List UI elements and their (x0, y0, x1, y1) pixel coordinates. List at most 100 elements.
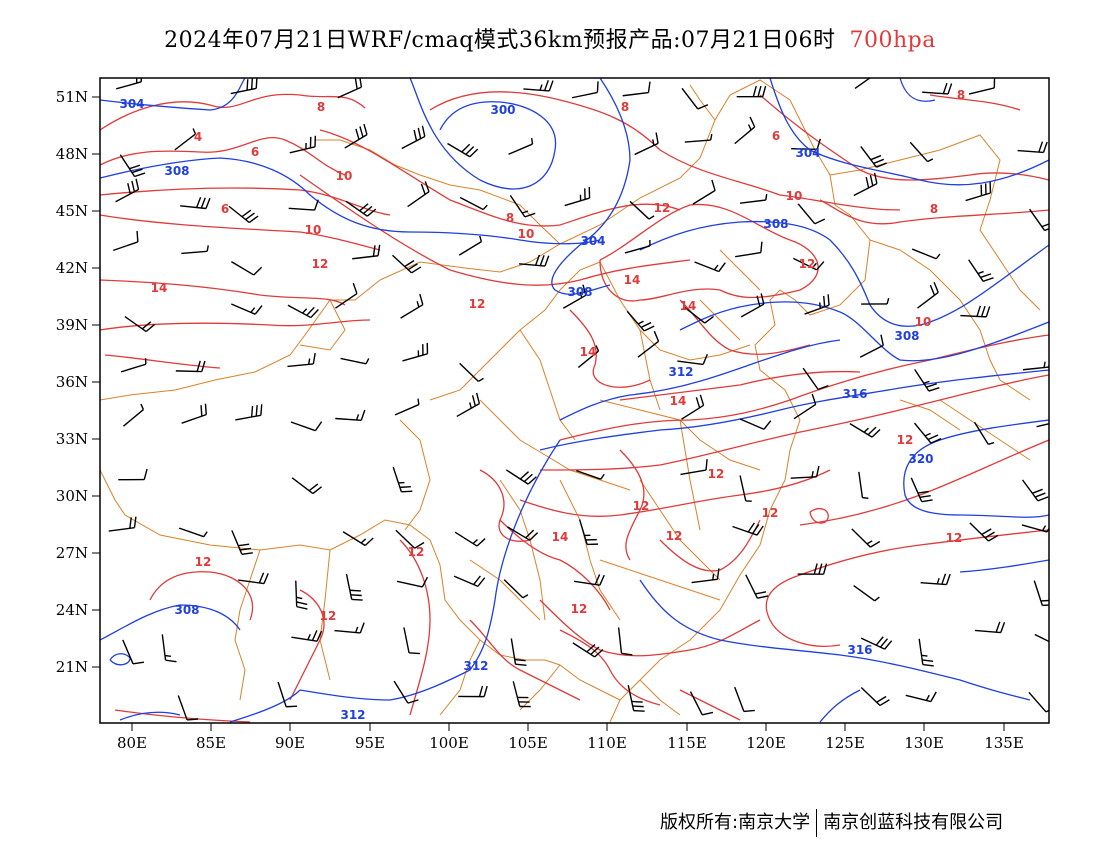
wind-barb (288, 199, 319, 211)
wind-barb (512, 681, 531, 708)
temp-label: 12 (312, 257, 329, 271)
wind-barb (858, 471, 869, 500)
lon-label: 80E (117, 734, 147, 752)
height-label: 304 (119, 97, 144, 111)
wind-barb (345, 200, 377, 217)
wind-barb (287, 304, 319, 319)
pressure-level-label: 700hpa (849, 28, 936, 53)
wind-barb (622, 81, 651, 97)
temp-label: 12 (946, 531, 963, 545)
wind-barb (745, 574, 769, 599)
temp-label: 12 (897, 433, 914, 447)
wind-barb (922, 82, 953, 95)
wind-barb (175, 360, 206, 373)
wind-barb (393, 680, 419, 704)
wind-barb (689, 691, 714, 716)
wind-barb (797, 203, 826, 225)
wind-barb (337, 78, 363, 99)
wind-barb (181, 403, 207, 424)
wind-barb (802, 367, 829, 391)
wind-barb (626, 310, 655, 332)
wind-barb (113, 230, 139, 252)
lat-label: 42N (56, 259, 88, 277)
wind-barb (853, 585, 880, 602)
wind-barb (576, 469, 605, 480)
wind-barb (287, 352, 316, 368)
wind-barb (458, 235, 483, 256)
wind-barb (854, 78, 872, 90)
wind-barb (577, 345, 600, 369)
lon-label: 115E (667, 734, 707, 752)
temperature-labels: 4 8 6 8 10 6 8 10 10 12 12 14 12 14 14 1… (151, 88, 966, 623)
height-label: 308 (763, 217, 788, 231)
wind-barb (572, 642, 604, 658)
wind-barb (394, 398, 420, 416)
wind-barb (562, 284, 587, 309)
wind-barb (340, 357, 370, 365)
china-border (100, 79, 871, 723)
wind-barb (290, 421, 323, 432)
wind-barb (853, 172, 878, 197)
height-labels: 304 300 308 304 308 304 308 308 312 316 … (119, 97, 933, 722)
wind-barb (578, 519, 599, 546)
wind-barb (1021, 479, 1049, 502)
wind-barb (352, 244, 381, 260)
wind-barb (684, 133, 713, 143)
lon-label: 110E (587, 734, 627, 752)
wind-barb (860, 686, 890, 707)
wind-barb (735, 241, 763, 258)
wind-barb (629, 200, 655, 220)
wind-barb (119, 154, 146, 178)
wind-barb (917, 281, 939, 309)
copyright-company: 南京创蓝科技有限公司 (823, 812, 1004, 833)
wind-barbs-layer (108, 78, 1049, 721)
wind-barb (123, 403, 145, 427)
temp-label: 10 (305, 223, 322, 237)
lon-label: 100E (429, 734, 469, 752)
height-label: 316 (842, 387, 867, 401)
wind-barb (734, 116, 756, 145)
height-label: 320 (908, 452, 933, 466)
lon-label: 125E (825, 734, 865, 752)
temp-label: 14 (580, 345, 597, 359)
wind-barb (507, 526, 539, 541)
temp-label: 14 (624, 273, 641, 287)
wind-barb (458, 685, 488, 698)
wind-barb (574, 574, 605, 586)
wind-barb (860, 636, 893, 650)
lat-label: 30N (56, 487, 88, 505)
wind-barb (634, 132, 659, 156)
wind-barb (960, 305, 991, 318)
wind-barb (238, 572, 269, 585)
wind-barb (108, 516, 137, 532)
temp-label: 8 (317, 100, 325, 114)
wind-barb (571, 81, 599, 99)
wind-barb (506, 469, 537, 485)
temp-label: 10 (518, 227, 535, 241)
lat-label: 39N (56, 316, 88, 334)
wind-barb (400, 293, 424, 319)
height-label: 308 (567, 285, 592, 299)
wind-barb (124, 316, 156, 333)
height-label: 312 (340, 708, 365, 722)
wind-barb (973, 421, 995, 445)
wind-barb (335, 282, 358, 309)
temp-label: 12 (654, 201, 671, 215)
temp-label: 14 (680, 299, 697, 313)
longitude-axis (131, 723, 1005, 731)
wind-barb (793, 393, 817, 420)
wind-barb (342, 531, 374, 547)
temperature-contours (100, 91, 1049, 723)
lat-label: 48N (56, 145, 88, 163)
borders-layer (100, 79, 1041, 723)
wind-barb (396, 576, 429, 588)
wind-barb (1036, 423, 1049, 428)
temp-label: 12 (408, 545, 425, 559)
wind-barb (564, 187, 591, 207)
wind-barb (910, 477, 933, 503)
wind-barb (180, 197, 211, 210)
lon-label: 95E (355, 734, 385, 752)
wind-barb (510, 638, 527, 667)
temp-label: 4 (194, 130, 202, 144)
